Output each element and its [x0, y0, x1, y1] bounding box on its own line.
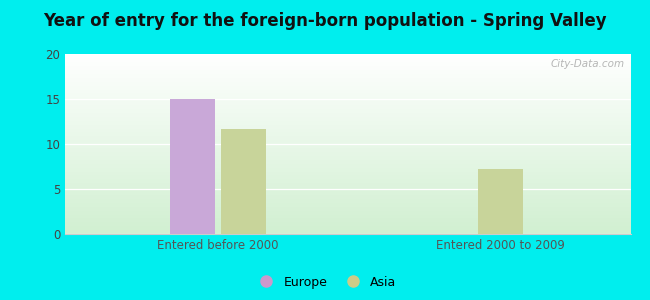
Bar [170, 99, 215, 234]
Bar [220, 129, 266, 234]
Bar [478, 169, 523, 234]
Legend: Europe, Asia: Europe, Asia [249, 271, 401, 294]
Text: Year of entry for the foreign-born population - Spring Valley: Year of entry for the foreign-born popul… [43, 12, 607, 30]
Text: City-Data.com: City-Data.com [551, 59, 625, 69]
